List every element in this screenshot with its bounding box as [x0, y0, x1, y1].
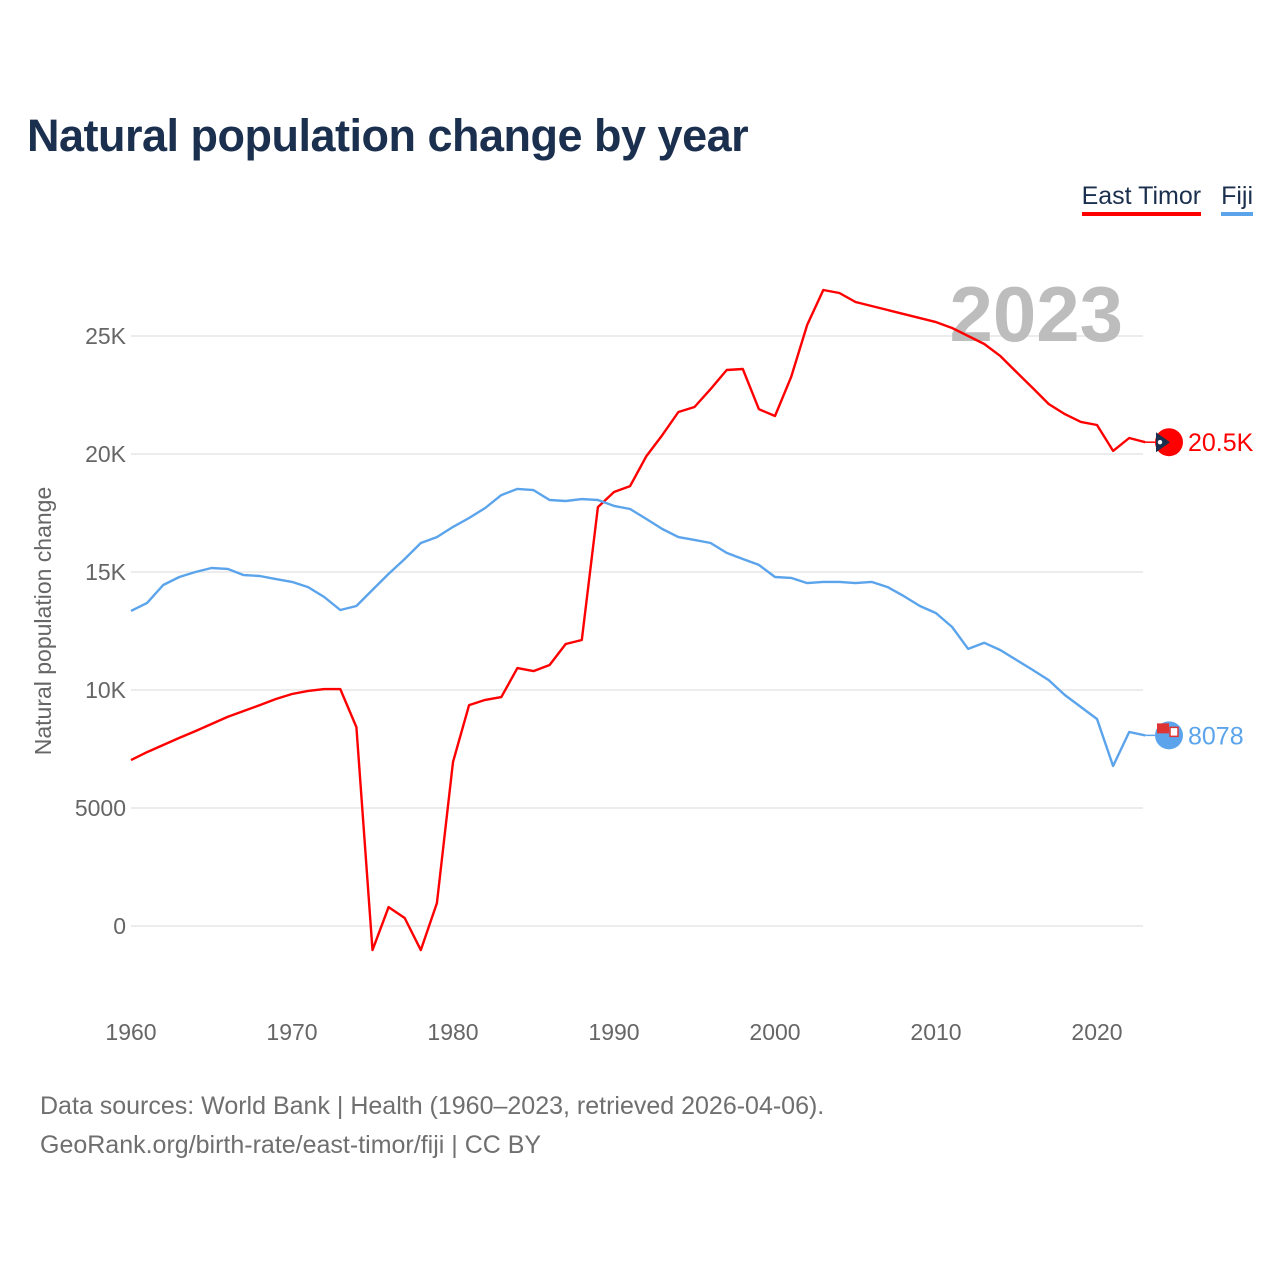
- flag-star: [1157, 440, 1163, 445]
- y-tick-label: 25K: [85, 323, 127, 349]
- end-value-label: 8078: [1188, 722, 1244, 750]
- y-tick-label: 10K: [85, 677, 127, 703]
- footer: Data sources: World Bank | Health (1960–…: [40, 1087, 824, 1165]
- y-tick-label: 5000: [75, 795, 126, 821]
- x-tick-label: 1990: [588, 1019, 639, 1045]
- data-source-text: Data sources: World Bank | Health (1960–…: [40, 1092, 825, 1120]
- series-line-east-timor: [130, 288, 1146, 952]
- flag-union-jack: [1157, 723, 1169, 734]
- year-watermark: 2023: [949, 270, 1123, 358]
- end-value-label: 20.5K: [1188, 429, 1254, 457]
- x-tick-label: 2010: [910, 1019, 961, 1045]
- x-tick-label: 1960: [105, 1019, 156, 1045]
- x-tick-label: 1980: [427, 1019, 478, 1045]
- legend-item-fiji[interactable]: Fiji: [1221, 182, 1253, 216]
- flag-shield: [1169, 726, 1179, 738]
- chart-title: Natural population change by year: [27, 110, 749, 161]
- y-tick-label: 0: [113, 913, 126, 939]
- flag-triangle: [1156, 432, 1170, 453]
- y-tick-label: 15K: [85, 559, 127, 585]
- y-tick-label: 20K: [85, 441, 127, 467]
- legend-item-east-timor[interactable]: East Timor: [1081, 182, 1202, 216]
- x-tick-label: 2000: [749, 1019, 800, 1045]
- y-axis-label: Natural population change: [30, 487, 56, 756]
- series-line-fiji: [130, 487, 1146, 768]
- source-link[interactable]: GeoRank.org/birth-rate/east-timor/fiji |…: [40, 1131, 542, 1159]
- x-tick-label: 1970: [266, 1019, 317, 1045]
- legend: East Timor Fiji: [1081, 182, 1253, 216]
- x-tick-label: 2020: [1071, 1019, 1122, 1045]
